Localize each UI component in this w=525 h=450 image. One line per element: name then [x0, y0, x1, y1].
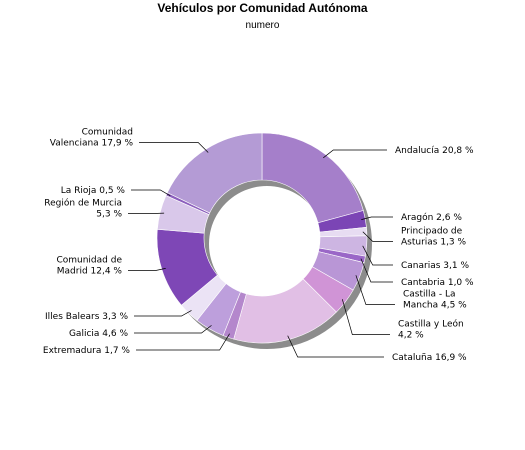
slice-label: Aragón 2,6 %: [401, 212, 462, 223]
slice-label: Castilla y León 4,2 %: [398, 319, 464, 341]
slice-label: Cantabria 1,0 %: [401, 278, 474, 288]
pie-slice: [166, 132, 263, 214]
leader-line: [362, 231, 393, 242]
slice-label: La Rioja 0,5 %: [61, 186, 126, 196]
leader-line: [360, 258, 393, 283]
leader-line: [131, 189, 171, 197]
chart-title: Vehículos por Comunidad Autónoma: [157, 1, 368, 15]
leader-line: [355, 275, 395, 305]
leader-line: [128, 268, 166, 271]
slice-label: Extremadura 1,7 %: [43, 346, 131, 356]
slice-label: Principado de Asturias 1,3 %: [401, 227, 467, 248]
leader-line: [134, 325, 212, 334]
leader-line: [323, 149, 387, 159]
slice-label: Comunidad de Madrid 12,4 %: [56, 256, 122, 277]
leader-line: [341, 299, 390, 335]
slice-label: Región de Murcia 5,3 %: [44, 198, 122, 220]
slice-label: Cataluña 16,9 %: [392, 353, 467, 363]
slice-label: Comunidad Valenciana 17,9 %: [50, 128, 134, 149]
leader-line: [287, 335, 384, 358]
slice-label: Galicia 4,6 %: [69, 329, 128, 339]
leader-line: [134, 310, 192, 317]
leader-line: [361, 216, 393, 220]
leader-line: [136, 333, 230, 351]
slice-label: Illes Balears 3,3 %: [45, 312, 128, 322]
slice-label: Andalucía 20,8 %: [395, 146, 474, 156]
pie-slice: [261, 132, 364, 224]
chart-subtitle: numero: [245, 20, 280, 31]
leader-line: [362, 245, 393, 266]
slice-label: Castilla - La Mancha 4,5 %: [403, 290, 467, 311]
slice-label: Canarias 3,1 %: [401, 261, 469, 271]
leader-line: [139, 142, 209, 153]
